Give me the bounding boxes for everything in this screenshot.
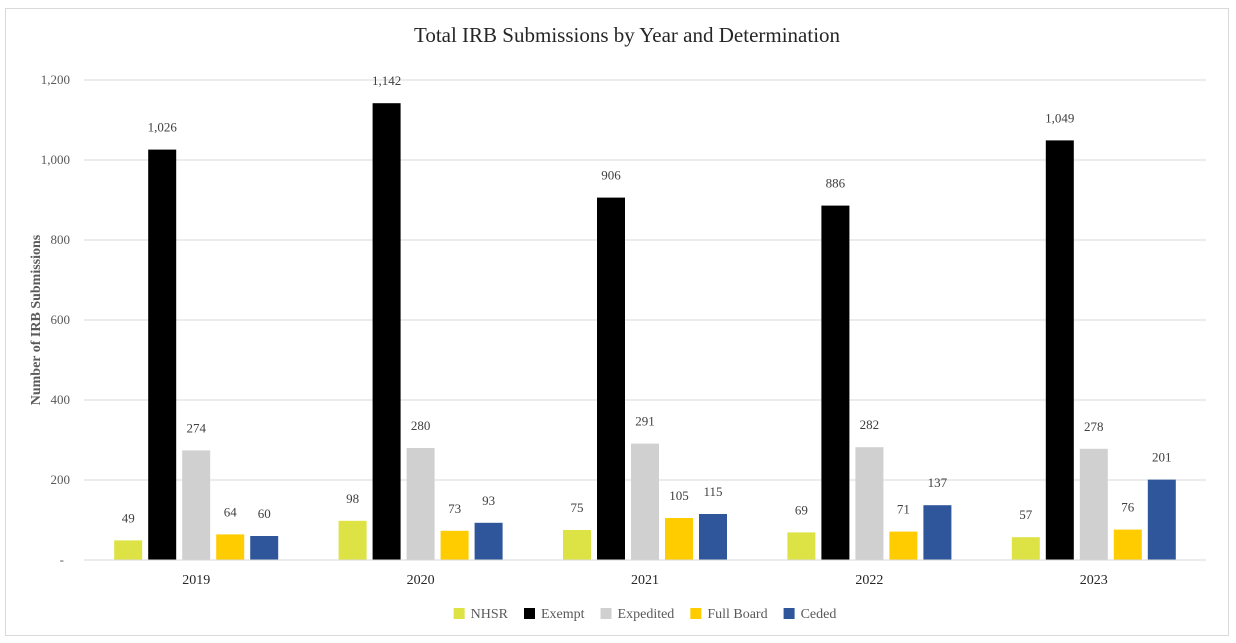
bar-expedited-2019 <box>182 450 211 560</box>
data-label: 64 <box>224 504 238 519</box>
legend-label: Exempt <box>541 607 585 622</box>
bar-full-board-2023 <box>1113 529 1142 560</box>
legend-label: Full Board <box>707 607 767 622</box>
data-label: 137 <box>928 475 948 490</box>
legend-label: Ceded <box>801 607 837 622</box>
data-label: 1,142 <box>372 73 401 88</box>
data-label: 886 <box>826 176 846 191</box>
data-label: 280 <box>411 418 431 433</box>
legend-swatch-nhsr <box>453 608 465 619</box>
x-tick-label: 2022 <box>855 573 883 588</box>
data-label: 93 <box>482 493 495 508</box>
gridlines <box>84 79 1206 481</box>
bar-nhsr-2023 <box>1011 537 1040 560</box>
legend-swatch-ceded <box>783 608 795 619</box>
data-label: 57 <box>1019 507 1033 522</box>
bar-expedited-2023 <box>1079 448 1108 560</box>
x-tick-label: 2020 <box>407 573 435 588</box>
x-tick-label: 2019 <box>182 573 210 588</box>
data-label: 75 <box>571 500 584 515</box>
bar-ceded-2020 <box>474 522 503 560</box>
data-label: 1,049 <box>1045 110 1074 125</box>
data-label: 291 <box>635 414 655 429</box>
bar-nhsr-2019 <box>114 540 143 560</box>
data-label: 49 <box>122 510 135 525</box>
data-label: 906 <box>601 168 621 183</box>
bar-expedited-2021 <box>631 443 659 560</box>
bar-exempt-2019 <box>148 149 177 560</box>
data-label: 1,026 <box>148 120 178 135</box>
data-label: 98 <box>346 491 359 506</box>
legend-label: Expedited <box>618 607 675 622</box>
bar-nhsr-2021 <box>563 530 591 560</box>
x-tick-label: 2023 <box>1080 573 1108 588</box>
data-label: 278 <box>1084 419 1104 434</box>
y-tick-label: 800 <box>51 232 71 247</box>
bar-nhsr-2022 <box>787 532 816 560</box>
legend: NHSR Exempt Expedited Full Board Ceded <box>453 607 837 622</box>
bar-full-board-2019 <box>216 534 245 560</box>
x-axis-ticks: 2019 2020 2021 2022 2023 <box>182 573 1108 588</box>
y-tick-label: 600 <box>51 312 71 327</box>
y-tick-label: 200 <box>51 472 71 487</box>
bar-ceded-2019 <box>250 536 279 560</box>
y-tick-label: 1,000 <box>41 152 70 167</box>
bar-ceded-2022 <box>923 505 952 560</box>
legend-label: NHSR <box>471 607 509 622</box>
legend-swatch-exempt <box>524 608 535 619</box>
chart-title: Total IRB Submissions by Year and Determ… <box>414 23 841 47</box>
y-tick-label: 400 <box>51 392 71 407</box>
data-label: 115 <box>703 484 722 499</box>
bar-exempt-2020 <box>372 103 401 560</box>
bar-exempt-2021 <box>597 197 625 560</box>
y-tick-label: - <box>60 552 64 567</box>
bar-full-board-2022 <box>889 531 918 560</box>
data-labels: 49 1,026 274 64 60 98 1,142 280 73 93 75 906 291 105 1… <box>122 73 1172 525</box>
data-label: 76 <box>1121 500 1135 515</box>
bar-ceded-2023 <box>1147 479 1176 560</box>
bar-expedited-2020 <box>406 448 435 560</box>
data-label: 274 <box>186 420 206 435</box>
data-label: 105 <box>669 488 689 503</box>
data-label: 73 <box>448 501 461 516</box>
bar-full-board-2020 <box>440 530 469 560</box>
bar-exempt-2023 <box>1045 140 1074 560</box>
legend-swatch-full-board <box>690 608 702 619</box>
bar-expedited-2022 <box>855 447 884 560</box>
data-label: 282 <box>860 417 880 432</box>
legend-swatch-expedited <box>600 608 612 619</box>
data-label: 60 <box>258 506 271 521</box>
y-axis-ticks: - 200 400 600 800 1,000 1,200 <box>41 72 70 567</box>
y-axis-label: Number of IRB Submissions <box>29 234 44 405</box>
bar-ceded-2021 <box>699 514 727 560</box>
data-label: 71 <box>897 502 910 517</box>
x-tick-label: 2021 <box>631 573 659 588</box>
bar-exempt-2022 <box>821 205 850 560</box>
bar-full-board-2021 <box>665 518 693 560</box>
data-label: 201 <box>1152 450 1172 465</box>
y-tick-label: 1,200 <box>41 72 70 87</box>
bars <box>114 103 1176 560</box>
bar-nhsr-2020 <box>338 520 367 560</box>
data-label: 69 <box>795 502 808 517</box>
